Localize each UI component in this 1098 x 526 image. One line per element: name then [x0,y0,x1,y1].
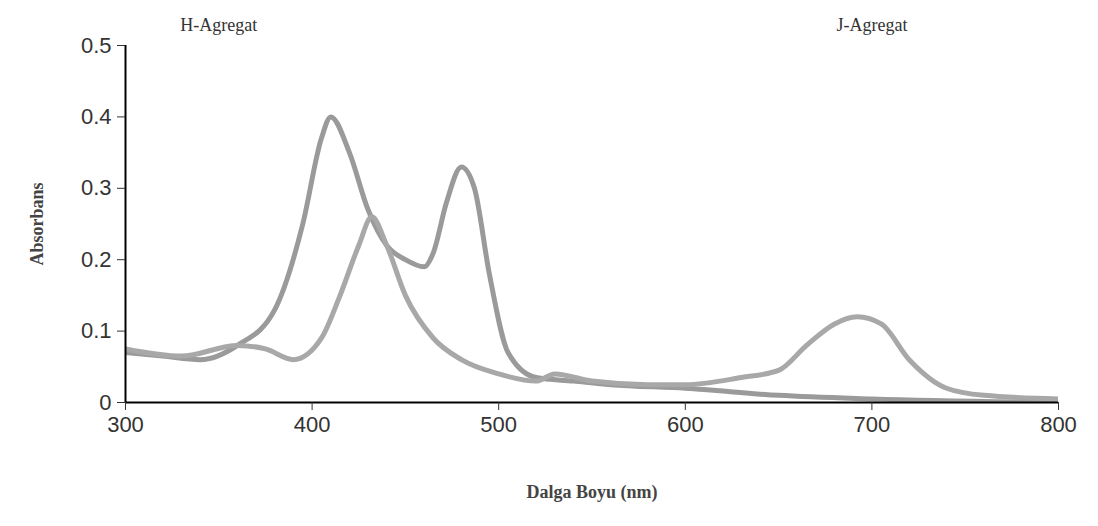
svg-text:Absorbans: Absorbans [27,182,47,265]
svg-text:500: 500 [480,412,517,437]
svg-text:H-Agregat: H-Agregat [180,15,257,35]
svg-text:600: 600 [667,412,704,437]
svg-text:0: 0 [99,390,111,415]
svg-text:0.3: 0.3 [81,175,112,200]
svg-text:J-Agregat: J-Agregat [836,15,907,35]
svg-text:0.1: 0.1 [81,318,112,343]
svg-text:0.5: 0.5 [81,33,112,58]
svg-text:300: 300 [107,412,144,437]
svg-text:0.2: 0.2 [81,247,112,272]
svg-text:800: 800 [1040,412,1077,437]
svg-text:Dalga Boyu (nm): Dalga Boyu (nm) [526,482,657,503]
svg-text:0.4: 0.4 [81,104,112,129]
svg-text:700: 700 [854,412,891,437]
svg-text:400: 400 [294,412,331,437]
